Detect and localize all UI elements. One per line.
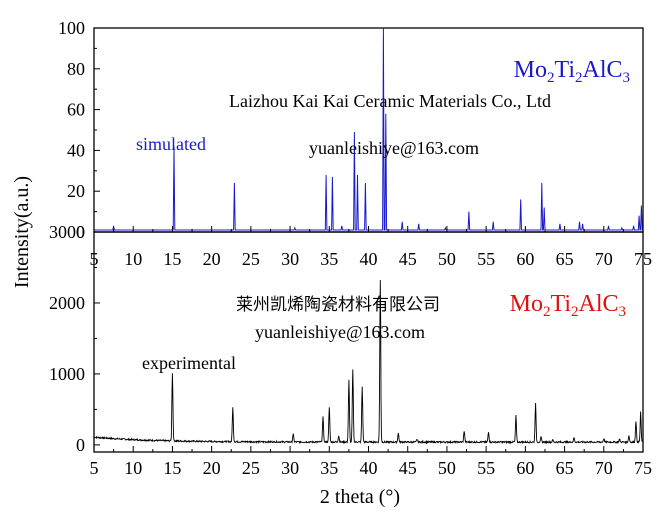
top-x-tick-label: 65: [556, 249, 574, 269]
top-x-tick-label: 45: [399, 249, 417, 269]
top-x-tick-label: 35: [320, 249, 338, 269]
top-x-tick-label: 40: [360, 249, 378, 269]
top-x-tick-label: 55: [477, 249, 495, 269]
top-y-tick-label: 100: [58, 18, 85, 38]
top-y-tick-label: 0: [76, 222, 85, 242]
bottom-y-tick-label: 2000: [49, 293, 85, 313]
bottom-x-tick-label: 15: [163, 458, 181, 478]
experimental-annotation: experimental: [142, 353, 236, 373]
bottom-y-tick-label: 3000: [49, 222, 85, 242]
top-y-tick-label: 40: [67, 140, 85, 160]
top-x-tick-label: 25: [242, 249, 260, 269]
bottom-x-tick-label: 35: [320, 458, 338, 478]
bottom-x-tick-label: 40: [360, 458, 378, 478]
bottom-watermark-email: yuanleishiye@163.com: [255, 322, 425, 342]
bottom-x-tick-label: 75: [634, 458, 652, 478]
bottom-x-tick-label: 10: [124, 458, 142, 478]
bottom-x-tick-label: 20: [203, 458, 221, 478]
top-y-tick-label: 20: [67, 181, 85, 201]
bottom-x-tick-label: 55: [477, 458, 495, 478]
simulated-annotation: simulated: [136, 134, 206, 154]
bottom-watermark-company: 莱州凯烯陶瓷材料有限公司: [236, 295, 440, 315]
bottom-x-tick-label: 65: [556, 458, 574, 478]
top-x-tick-label: 75: [634, 249, 652, 269]
bottom-x-tick-label: 70: [595, 458, 613, 478]
experimental-pattern-line: [93, 279, 644, 445]
top-y-tick-label: 80: [67, 59, 85, 79]
bottom-x-tick-label: 50: [438, 458, 456, 478]
top-x-tick-label: 5: [90, 249, 99, 269]
bottom-y-tick-label: 0: [76, 435, 85, 455]
bottom-y-tick-label: 1000: [49, 364, 85, 384]
top-x-tick-label: 60: [516, 249, 534, 269]
top-x-tick-label: 70: [595, 249, 613, 269]
bottom-x-tick-label: 25: [242, 458, 260, 478]
top-watermark-email: yuanleishiye@163.com: [309, 138, 479, 158]
top-x-tick-label: 20: [203, 249, 221, 269]
bottom-formula-label: Mo2Ti2AlC3: [510, 291, 626, 320]
top-x-tick-label: 15: [163, 249, 181, 269]
x-axis-label: 2 theta (°): [320, 486, 400, 508]
top-x-tick-label: 10: [124, 249, 142, 269]
top-x-tick-label: 30: [281, 249, 299, 269]
bottom-x-tick-label: 60: [516, 458, 534, 478]
top-formula-label: Mo2Ti2AlC3: [514, 57, 630, 86]
top-x-tick-label: 50: [438, 249, 456, 269]
bottom-x-tick-label: 30: [281, 458, 299, 478]
simulated-pattern-line: [94, 27, 643, 231]
y-axis-label: Intensity(a.u.): [11, 176, 33, 288]
bottom-x-tick-label: 5: [90, 458, 99, 478]
top-y-tick-label: 60: [67, 100, 85, 120]
top-watermark-company: Laizhou Kai Kai Ceramic Materials Co., L…: [229, 91, 551, 111]
bottom-x-tick-label: 45: [399, 458, 417, 478]
